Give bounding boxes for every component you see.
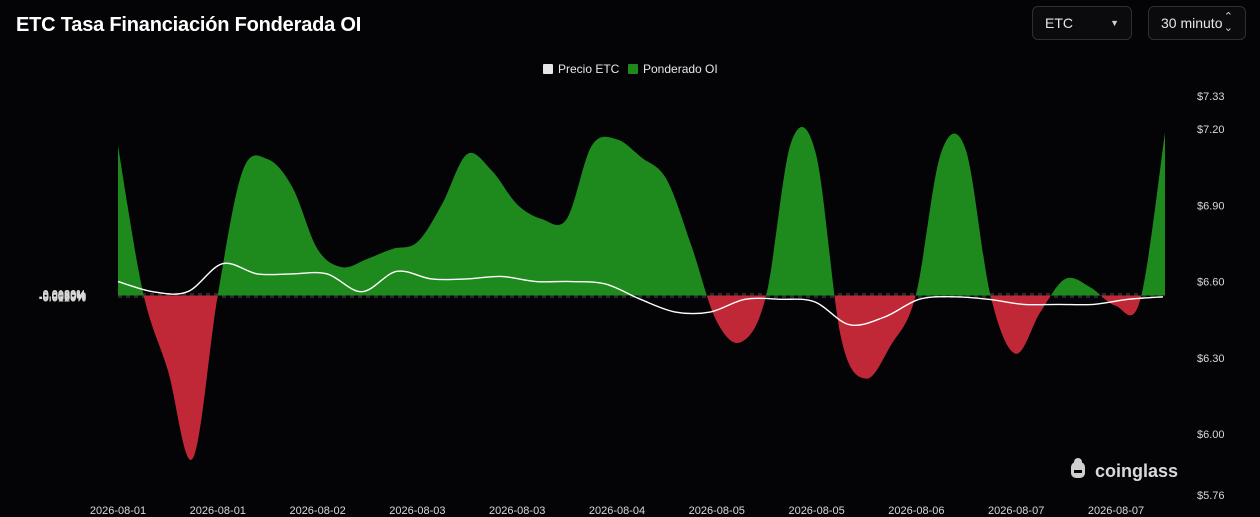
x-tick-label: 2026-08-03: [389, 505, 445, 517]
interval-select-value: 30 minuto: [1161, 15, 1223, 31]
y-left-tick-label: 0.0120%: [43, 289, 87, 301]
legend-swatch[interactable]: [543, 64, 553, 74]
oi-area-series: [118, 127, 1165, 460]
y-left-tick-label: 0.0030%: [43, 290, 87, 302]
y-right-tick-label: $7.20: [1197, 124, 1225, 136]
legend-swatch[interactable]: [628, 64, 638, 74]
x-tick-label: 2026-08-04: [589, 505, 645, 517]
y-left-tick-label: -0.0060%: [39, 291, 86, 303]
coinglass-watermark: coinglass: [1071, 458, 1178, 481]
y-right-tick-label: $7.33: [1197, 91, 1225, 103]
coin-select[interactable]: ETC ▼: [1032, 6, 1132, 40]
x-tick-label: 2026-08-03: [489, 505, 545, 517]
y-left-tick-label: -0.0030%: [39, 291, 86, 303]
chevron-up-down-icon: ⌃ ⌄: [1223, 11, 1233, 34]
interval-select[interactable]: 30 minuto ⌃ ⌄: [1148, 6, 1246, 40]
y-left-tick-label: 0.0060%: [43, 290, 87, 302]
y-right-tick-label: $6.30: [1197, 353, 1225, 365]
x-tick-label: 2026-08-01: [90, 505, 146, 517]
oi-area-positive: [118, 127, 1165, 296]
price-line: [117, 262, 1164, 327]
legend-label[interactable]: Ponderado OI: [643, 62, 718, 76]
y-left-tick-label: -0.0120%: [39, 292, 86, 304]
price-line-series: [117, 262, 1164, 327]
x-tick-label: 2026-08-06: [888, 505, 944, 517]
chart-legend: Precio ETC Ponderado OI: [543, 62, 718, 76]
y-axis-left: 0.0120%0.0090%0.0060%0.0030%0%-0.0030%-0…: [39, 289, 86, 305]
caret-down-icon: ▼: [1110, 18, 1119, 28]
coinglass-brand-text: coinglass: [1095, 461, 1178, 481]
x-tick-label: 2026-08-05: [788, 505, 844, 517]
coinglass-logo-icon: [1071, 458, 1085, 478]
y-left-tick-label: 0.0090%: [43, 289, 87, 301]
x-tick-label: 2026-08-01: [190, 505, 246, 517]
y-left-tick-label: 0%: [70, 291, 86, 303]
y-right-tick-label: $6.00: [1197, 429, 1225, 441]
x-tick-label: 2026-08-02: [289, 505, 345, 517]
x-tick-label: 2026-08-07: [988, 505, 1044, 517]
x-tick-label: 2026-08-07: [1088, 505, 1144, 517]
y-left-tick-label: -0.0090%: [39, 292, 86, 304]
y-right-tick-label: $6.90: [1197, 200, 1225, 212]
x-tick-label: 2026-08-05: [689, 505, 745, 517]
legend-label[interactable]: Precio ETC: [558, 62, 620, 76]
y-right-tick-label: $5.76: [1197, 490, 1225, 502]
coin-select-value: ETC: [1045, 15, 1073, 31]
page-title: ETC Tasa Financiación Fonderada OI: [16, 14, 362, 36]
y-axis-right: $7.33 $7.20 $6.90 $6.60 $6.30 $6.00 $5.76: [1197, 91, 1225, 502]
y-right-tick-label: $6.60: [1197, 277, 1225, 289]
x-axis: 2026-08-01 2026-08-01 2026-08-02 2026-08-03…: [90, 505, 1144, 517]
